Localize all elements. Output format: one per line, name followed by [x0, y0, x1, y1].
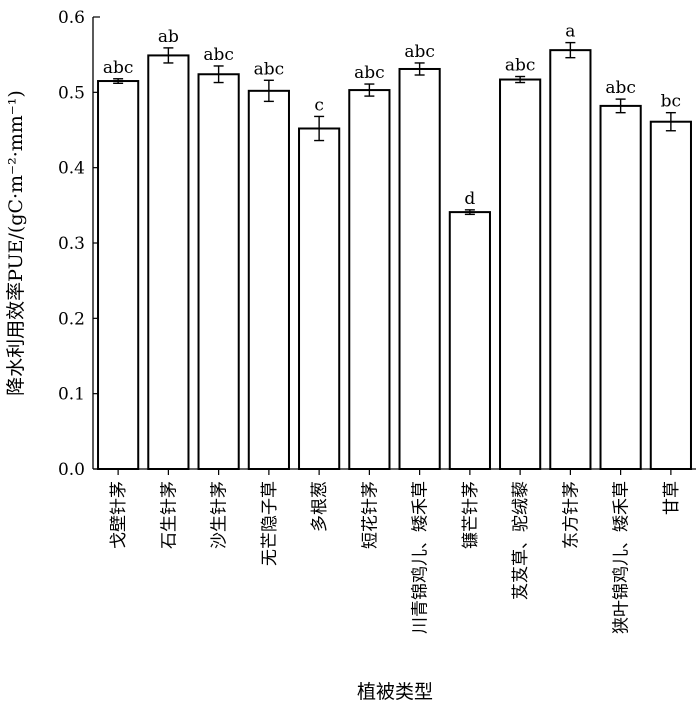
bar [499, 78, 542, 470]
x-axis-title: 植被类型 [357, 681, 433, 703]
significance-label: abc [103, 58, 134, 78]
plot-area: 0.00.10.20.30.40.50.6abc戈壁针茅ab石生针茅abc沙生针… [58, 8, 692, 634]
significance-label: ab [158, 27, 179, 47]
bar [298, 127, 341, 470]
y-tick-label: 0.1 [58, 385, 85, 405]
bar [649, 120, 692, 470]
y-tick-label: 0.5 [58, 83, 85, 103]
y-axis-title: 降水利用效率PUE/(gC·m⁻²·mm⁻¹) [5, 90, 27, 396]
x-tick-label: 镰芒针茅 [461, 481, 481, 549]
significance-label: bc [661, 92, 681, 112]
y-tick-label: 0.0 [58, 460, 85, 480]
x-tick-label: 短花针茅 [360, 481, 380, 549]
significance-label: c [314, 95, 324, 115]
y-tick-label: 0.4 [58, 159, 85, 179]
significance-label: a [565, 22, 575, 42]
significance-label: abc [605, 78, 636, 98]
bar [549, 49, 592, 470]
y-tick-label: 0.3 [58, 234, 85, 254]
bar [147, 54, 190, 470]
x-tick-label: 狭叶锦鸡儿、矮禾草 [612, 481, 632, 634]
bar [398, 67, 441, 470]
y-tick-label: 0.2 [58, 309, 85, 329]
bar [448, 211, 491, 470]
x-tick-label: 多根葱 [310, 481, 330, 532]
bar [247, 89, 290, 471]
significance-label: d [464, 189, 475, 209]
significance-label: abc [404, 42, 435, 62]
x-tick-label: 沙生针茅 [210, 481, 230, 549]
bar [599, 104, 642, 470]
x-tick-label: 芨芨草、驼绒藜 [511, 481, 531, 600]
x-tick-label: 东方针茅 [561, 481, 581, 549]
significance-label: abc [354, 63, 385, 83]
significance-label: abc [505, 56, 536, 76]
bar [348, 89, 391, 470]
significance-label: abc [254, 59, 285, 79]
x-tick-label: 戈壁针茅 [109, 481, 129, 549]
significance-label: abc [203, 45, 234, 65]
x-tick-label: 甘草 [662, 481, 682, 515]
bar [97, 80, 140, 471]
x-tick-label: 川青锦鸡儿、矮禾草 [411, 481, 431, 634]
x-tick-label: 无芒隐子草 [260, 481, 280, 566]
y-tick-label: 0.6 [58, 8, 85, 28]
bar [197, 73, 240, 471]
x-tick-label: 石生针茅 [159, 481, 179, 549]
